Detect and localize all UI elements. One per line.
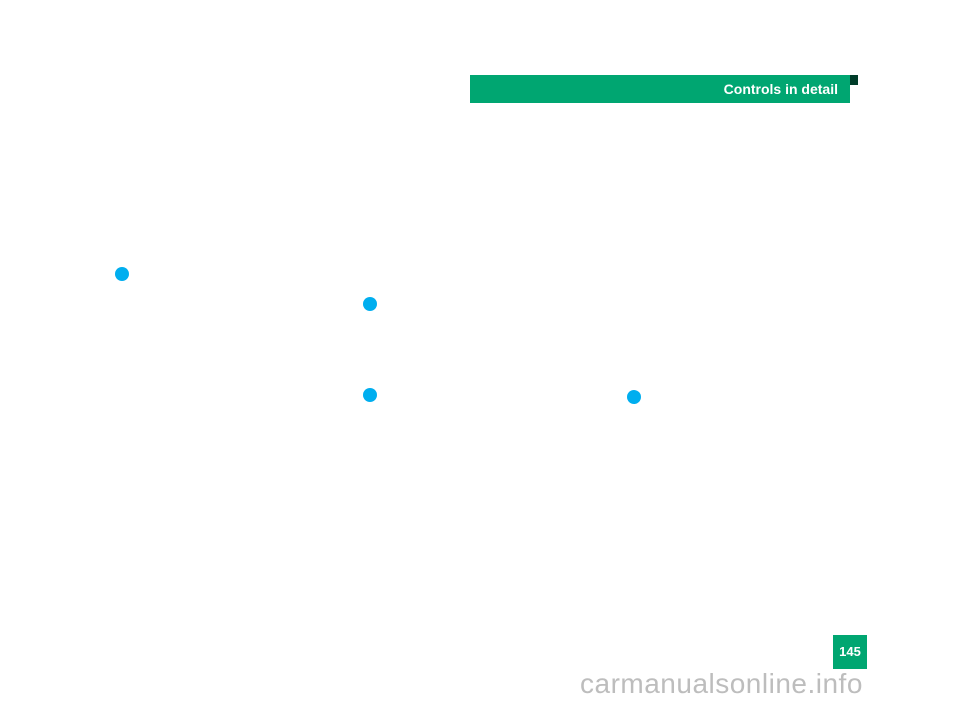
- section-header: Controls in detail: [470, 75, 850, 103]
- manual-page: Controls in detail 145: [75, 40, 885, 680]
- bullet-icon: [627, 390, 641, 404]
- page-number: 145: [833, 635, 867, 669]
- bullet-icon: [363, 388, 377, 402]
- watermark-text: carmanualsonline.info: [580, 668, 863, 700]
- header-notch: [850, 75, 858, 85]
- bullet-icon: [115, 267, 129, 281]
- bullet-icon: [363, 297, 377, 311]
